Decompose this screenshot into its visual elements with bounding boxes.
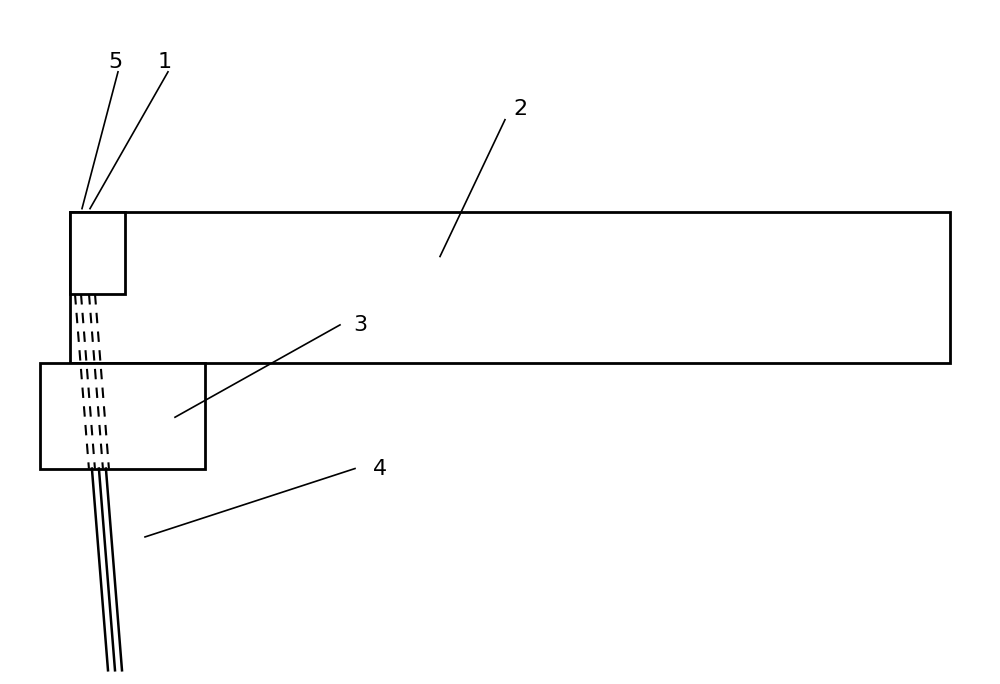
Text: 3: 3	[353, 315, 367, 335]
Bar	[70, 212, 125, 294]
Text: 5: 5	[108, 51, 122, 72]
Text: 2: 2	[513, 99, 527, 120]
Text: 1: 1	[158, 51, 172, 72]
Bar	[40, 363, 205, 469]
Text: 4: 4	[373, 458, 387, 479]
Bar	[70, 212, 950, 363]
